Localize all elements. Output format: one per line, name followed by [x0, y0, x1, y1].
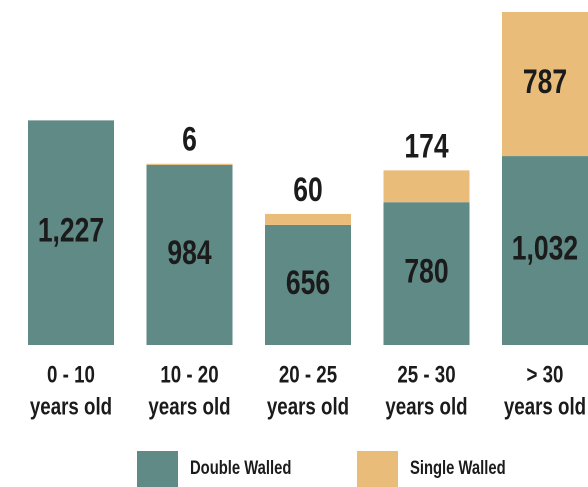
bar-segment — [502, 156, 588, 345]
x-tick-label: 0 - 10 years old — [30, 361, 112, 420]
value-label: 787 — [523, 63, 567, 101]
x-tick-label: > 30 years old — [504, 361, 586, 420]
x-tick-label-line: > 30 — [527, 361, 564, 388]
legend-swatch — [357, 451, 398, 487]
x-tick-label-line: years old — [148, 393, 230, 420]
value-label: 6 — [182, 121, 197, 159]
x-tick-label-line: years old — [385, 393, 467, 420]
x-tick-label-line: 10 - 20 — [160, 361, 218, 388]
x-tick-label-line: years old — [267, 393, 349, 420]
bar-segment — [383, 202, 470, 345]
bar-segment — [146, 164, 233, 345]
value-label: 60 — [293, 171, 323, 209]
legend-label: Single Walled — [410, 457, 506, 478]
x-tick-label-line: 20 - 25 — [279, 361, 337, 388]
bar-segment — [502, 12, 588, 157]
x-tick-label: 25 - 30 years old — [385, 361, 467, 420]
bar-segment — [265, 224, 351, 345]
legend-label: Double Walled — [190, 457, 291, 478]
bar-segment — [265, 213, 351, 225]
legend-swatch — [137, 451, 178, 487]
x-tick-label: 10 - 20 years old — [148, 361, 230, 420]
bar-segment — [383, 170, 470, 203]
x-tick-label-line: 25 - 30 — [397, 361, 455, 388]
x-tick-label-line: years old — [504, 393, 586, 420]
value-label: 1,032 — [512, 229, 578, 267]
bar-segment — [146, 163, 233, 165]
value-label: 780 — [404, 252, 448, 290]
value-label: 1,227 — [38, 212, 104, 250]
value-label: 174 — [404, 127, 448, 165]
value-label: 656 — [286, 264, 330, 302]
bar-segment — [28, 120, 114, 345]
x-tick-label-line: years old — [30, 393, 112, 420]
value-label: 984 — [167, 234, 211, 272]
x-tick-label-line: 0 - 10 — [47, 361, 95, 388]
x-tick-label: 20 - 25 years old — [267, 361, 349, 420]
